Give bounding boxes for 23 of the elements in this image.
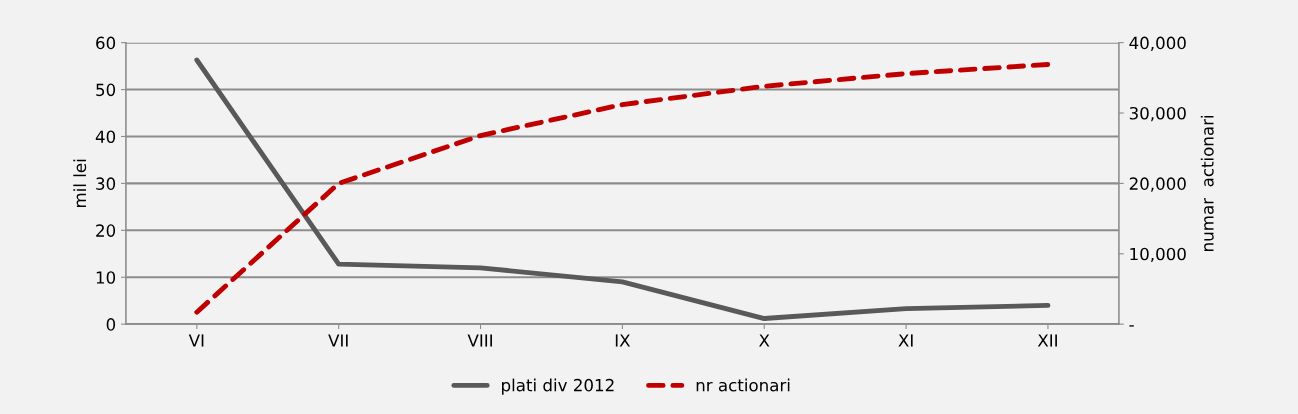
y2-tick-label: 40,000 xyxy=(1129,36,1186,51)
y2-tick-label: 20,000 xyxy=(1129,177,1186,192)
x-tick-label: X xyxy=(759,334,770,347)
y-tick-label: 30 xyxy=(96,177,116,190)
legend-label: nr actionari xyxy=(696,378,790,392)
y2-tick-label: 30,000 xyxy=(1129,106,1186,122)
x-tick-label: XII xyxy=(1037,334,1057,347)
y-tick-label: 40 xyxy=(95,130,116,144)
y-tick-label: 50 xyxy=(96,83,116,97)
y2-tick-label: - xyxy=(1129,325,1134,327)
y-tick-label: 10 xyxy=(96,271,116,284)
y-axis-title: mil lei xyxy=(73,159,87,208)
legend-label: plati div 2012 xyxy=(502,378,614,395)
y2-axis-title: numar actionari xyxy=(1200,115,1214,251)
y-tick-label: 20 xyxy=(96,224,116,237)
x-tick-label: VII xyxy=(328,334,348,347)
x-tick-label: XI xyxy=(898,334,913,347)
y-tick-label: 60 xyxy=(96,36,116,50)
x-tick-label: IX xyxy=(615,334,631,347)
y2-tick-label: 10,000 xyxy=(1130,247,1186,263)
x-tick-label: VI xyxy=(188,334,204,347)
x-tick-label: VIII xyxy=(467,334,492,347)
y-tick-label: 0 xyxy=(106,318,116,331)
